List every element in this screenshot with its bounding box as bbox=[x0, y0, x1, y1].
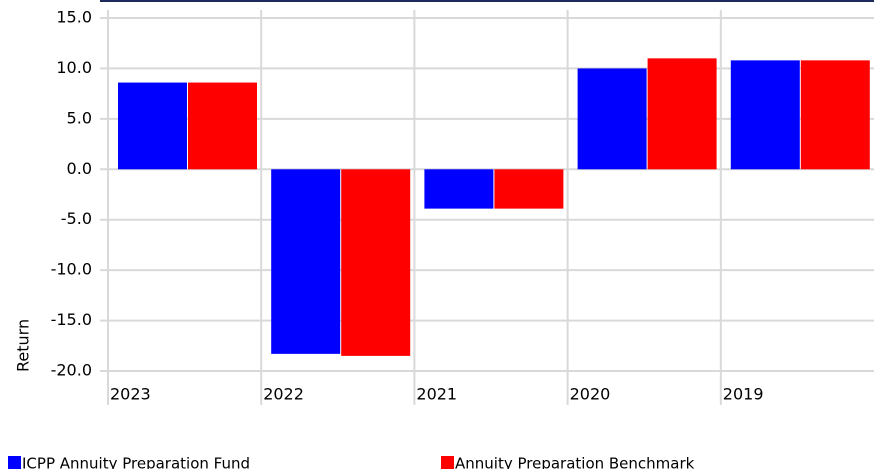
x-tick-label: 2023 bbox=[110, 385, 151, 404]
y-axis-label: Return bbox=[14, 319, 33, 372]
y-tick-label: -10.0 bbox=[51, 260, 92, 279]
bar bbox=[341, 169, 411, 356]
bar bbox=[424, 169, 494, 209]
legend-swatch bbox=[441, 456, 454, 469]
legend-label: Annuity Preparation Benchmark bbox=[455, 455, 695, 469]
y-tick-label: 0.0 bbox=[67, 159, 92, 178]
y-tick-label: 10.0 bbox=[56, 58, 92, 77]
y-tick-label: -20.0 bbox=[51, 361, 92, 380]
y-tick-label: -15.0 bbox=[51, 310, 92, 329]
x-tick-label: 2022 bbox=[263, 385, 304, 404]
y-tick-label: 15.0 bbox=[56, 8, 92, 27]
y-tick-label: -5.0 bbox=[61, 209, 92, 228]
x-tick-label: 2021 bbox=[416, 385, 457, 404]
bar bbox=[271, 169, 341, 354]
bar bbox=[730, 60, 800, 170]
bar bbox=[577, 68, 647, 170]
legend-swatch bbox=[8, 456, 21, 469]
bar bbox=[188, 82, 257, 170]
x-tick-label: 2020 bbox=[570, 385, 611, 404]
bar bbox=[494, 169, 564, 209]
bar bbox=[800, 60, 870, 170]
y-tick-label: 5.0 bbox=[67, 108, 92, 127]
x-tick-label: 2019 bbox=[723, 385, 764, 404]
bar bbox=[118, 82, 187, 170]
bar bbox=[647, 58, 717, 170]
legend-label: ICPP Annuity Preparation Fund bbox=[22, 455, 250, 469]
